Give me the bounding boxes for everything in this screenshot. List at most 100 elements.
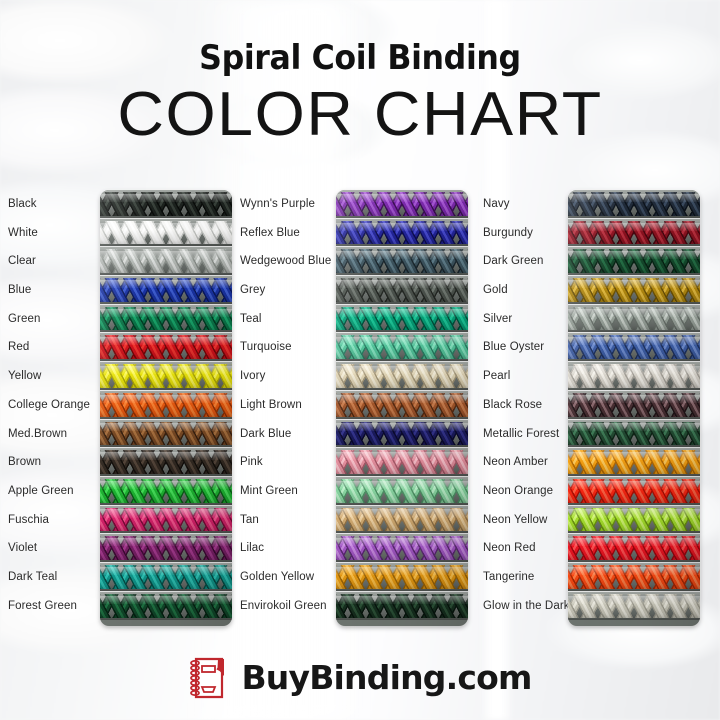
coil-zigzag (336, 450, 468, 474)
coil-swatch-row[interactable] (100, 419, 232, 449)
coil-swatch-row[interactable] (100, 333, 232, 363)
coil-swatch-row[interactable] (336, 534, 468, 563)
coil-swatch-row[interactable] (100, 190, 232, 219)
coil-graphic (100, 306, 232, 331)
color-label: Neon Orange (483, 484, 554, 497)
coil-swatch-row[interactable] (568, 505, 700, 535)
coil-zigzag (336, 278, 468, 302)
coil-swatch-row[interactable] (336, 247, 468, 277)
coil-zigzag (100, 192, 232, 216)
coil-zigzag (336, 220, 468, 245)
coil-zigzag (336, 306, 468, 331)
coil-zigzag (336, 507, 468, 532)
color-label: White (8, 226, 38, 239)
color-label: Violet (8, 542, 38, 555)
color-label: Pink (240, 456, 263, 469)
coil-zigzag (336, 364, 468, 388)
coil-swatch-row[interactable] (568, 534, 700, 563)
coil-swatch-row[interactable] (336, 390, 468, 420)
color-label: Dark Teal (8, 570, 58, 583)
color-label: Wedgewood Blue (240, 255, 332, 268)
coil-graphic (336, 278, 468, 302)
coil-graphic (336, 306, 468, 331)
coil-swatch-row[interactable] (568, 448, 700, 477)
coil-graphic (100, 450, 232, 474)
color-label: Fuschia (8, 513, 49, 526)
brand-logo[interactable]: BuyBinding.com (0, 655, 720, 701)
page-title: COLOR CHART (117, 80, 603, 149)
color-label: Silver (483, 312, 513, 325)
coil-graphic (100, 507, 232, 532)
coil-swatch-row[interactable] (336, 476, 468, 506)
coil-graphic (100, 364, 232, 388)
coil-graphic (568, 220, 700, 245)
coil-swatch-row[interactable] (336, 276, 468, 305)
color-label-list-3: Navy Burgundy Dark Green Gold Silver Blue Oys… (483, 190, 603, 620)
color-label: Gold (483, 284, 508, 297)
coil-graphic (100, 536, 232, 560)
coil-zigzag (336, 478, 468, 503)
coil-swatch-row[interactable] (568, 362, 700, 391)
coil-swatch-row[interactable] (568, 419, 700, 449)
coil-swatch-row[interactable] (568, 247, 700, 277)
coil-zigzag (100, 450, 232, 474)
coil-swatch-row[interactable] (568, 476, 700, 506)
coil-zigzag (100, 364, 232, 388)
color-label: Neon Red (483, 542, 536, 555)
color-label: Neon Yellow (483, 513, 548, 526)
coil-swatch-row[interactable] (336, 505, 468, 535)
coil-swatch-panel-3 (568, 190, 700, 626)
coil-swatch-row[interactable] (100, 562, 232, 592)
coil-zigzag (336, 536, 468, 560)
coil-swatch-row[interactable] (100, 390, 232, 420)
coil-swatch-row[interactable] (568, 562, 700, 592)
coil-swatch-row[interactable] (100, 476, 232, 506)
coil-swatch-row[interactable] (336, 591, 468, 621)
color-label: Black (8, 198, 37, 210)
coil-swatch-row[interactable] (336, 362, 468, 391)
coil-swatch-row[interactable] (100, 505, 232, 535)
color-label: Glow in the Dark (483, 599, 570, 612)
coil-graphic (336, 507, 468, 532)
coil-swatch-row[interactable] (100, 448, 232, 477)
coil-swatch-row[interactable] (568, 333, 700, 363)
color-label: Teal (240, 312, 262, 325)
color-label: Envirokoil Green (240, 599, 327, 612)
coil-swatch-row[interactable] (336, 304, 468, 334)
coil-graphic (100, 220, 232, 245)
coil-swatch-row[interactable] (100, 362, 232, 391)
coil-swatch-row[interactable] (568, 276, 700, 305)
coil-zigzag (336, 593, 468, 619)
coil-swatch-row[interactable] (568, 591, 700, 621)
coil-zigzag (100, 421, 232, 446)
coil-zigzag (568, 392, 700, 417)
coil-graphic (336, 536, 468, 560)
coil-graphic (100, 249, 232, 274)
color-label: Golden Yellow (240, 570, 315, 583)
coil-swatch-row[interactable] (568, 390, 700, 420)
coil-swatch-row[interactable] (100, 218, 232, 248)
coil-zigzag (568, 335, 700, 360)
coil-swatch-row[interactable] (100, 304, 232, 334)
coil-zigzag (568, 507, 700, 532)
coil-swatch-row[interactable] (100, 534, 232, 563)
coil-zigzag (100, 536, 232, 560)
coil-swatch-row[interactable] (336, 419, 468, 449)
coil-swatch-row[interactable] (336, 448, 468, 477)
coil-swatch-row[interactable] (100, 276, 232, 305)
coil-swatch-row[interactable] (568, 190, 700, 219)
coil-swatch-row[interactable] (336, 190, 468, 219)
coil-swatch-row[interactable] (568, 304, 700, 334)
coil-swatch-panel-1 (100, 190, 232, 626)
coil-swatch-row[interactable] (100, 247, 232, 277)
coil-swatch-row[interactable] (336, 562, 468, 592)
coil-swatch-row[interactable] (336, 333, 468, 363)
color-label: Apple Green (8, 484, 74, 497)
coil-swatch-row[interactable] (568, 218, 700, 248)
coil-zigzag (568, 278, 700, 302)
coil-swatch-row[interactable] (100, 591, 232, 621)
page-header: Spiral Coil Binding COLOR CHART (0, 36, 720, 152)
coil-swatch-panel-2 (336, 190, 468, 626)
coil-swatch-row[interactable] (336, 218, 468, 248)
